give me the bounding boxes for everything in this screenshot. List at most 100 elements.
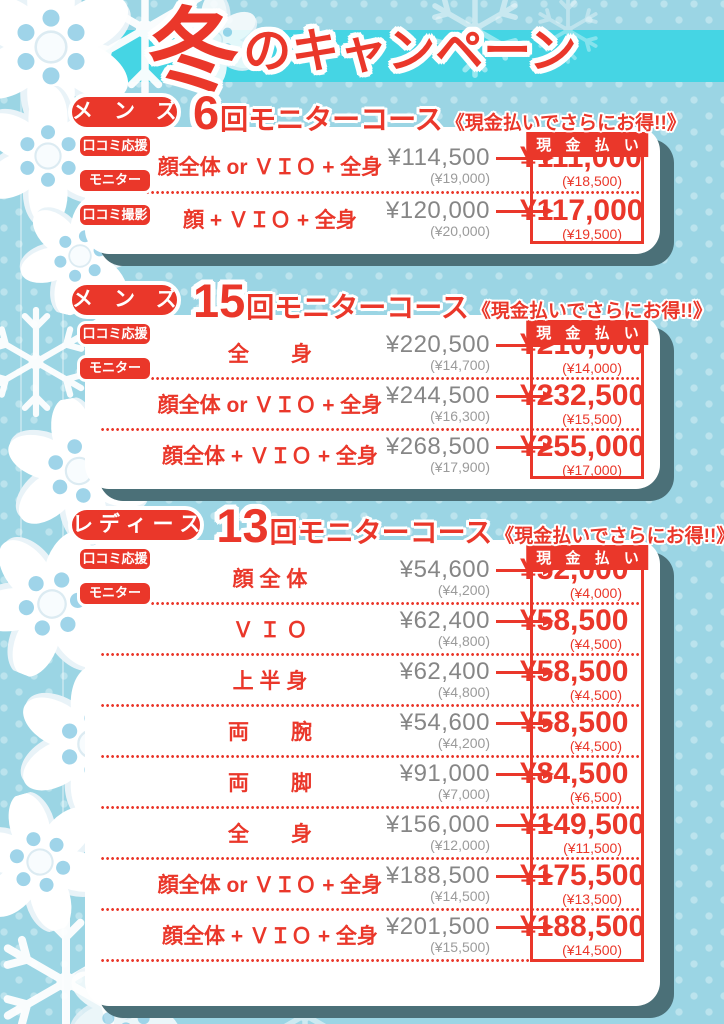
course-name: 上 半 身 (232, 670, 308, 693)
cash-price-unit: (¥13,500) (562, 891, 622, 908)
cash-price-block: ¥84,500 (¥6,500) (520, 758, 632, 806)
regular-price: ¥62,400 (399, 658, 490, 686)
regular-price-unit: (¥4,200) (437, 735, 490, 752)
arrow-icon (490, 391, 554, 401)
regular-price-block: ¥268,500 (¥17,900) (383, 434, 490, 476)
course-count: 6 (193, 85, 220, 139)
cash-price-unit: (¥19,500) (562, 226, 622, 243)
price-row: 顔全体 or ＶＩＯ + 全身 ¥114,500 (¥19,000) ¥111,… (101, 141, 644, 191)
price-row: 顔全体 + ＶＩＯ + 全身 ¥268,500 (¥17,900) ¥255,0… (101, 431, 645, 479)
course-title: 13 回モニターコース 《現金払いでさらにお得!!》 (216, 502, 724, 549)
dotted-divider (101, 959, 644, 962)
price-card: 口コミ応援 モニター 口コミ撮影 現 金 払 い 顔全体 or ＶＩＯ + 全身… (77, 127, 660, 254)
campaign-section-mens-6: メ ン ズ 6 回モニターコース 《現金払いでさらにお得!!》 口コミ応援 モニ… (68, 89, 686, 254)
course-name: 顔 + ＶＩＯ + 全身 (183, 209, 357, 232)
arrow-icon (490, 206, 554, 216)
regular-price: ¥220,500 (385, 331, 490, 359)
cash-price-block: ¥111,000 (¥18,500) (520, 142, 642, 190)
course-name: 顔全体 + ＶＩＯ + 全身 (162, 445, 378, 468)
dotted-divider (101, 653, 644, 656)
cash-price-unit: (¥4,500) (569, 738, 622, 755)
course-name: 顔全体 + ＶＩＯ + 全身 (162, 925, 378, 948)
regular-price-unit: (¥14,700) (430, 357, 490, 374)
promo-badge: 口コミ応援 (77, 546, 153, 573)
promo-badge: モニター (77, 167, 153, 194)
cash-price-unit: (¥14,000) (562, 360, 622, 377)
course-name: 顔 全 体 (232, 568, 308, 591)
arrow-icon (490, 820, 554, 830)
course-name: 全 身 (228, 823, 312, 846)
regular-price: ¥114,500 (387, 144, 490, 172)
course-label: 回モニターコース (220, 103, 443, 135)
regular-price-unit: (¥19,000) (430, 170, 490, 187)
course-title: 15 回モニターコース 《現金払いでさらにお得!!》 (193, 277, 712, 324)
dotted-divider (101, 857, 644, 860)
ornament-thread (62, 0, 64, 1024)
section-header: メ ン ズ 15 回モニターコース 《現金払いでさらにお得!!》 (68, 277, 712, 324)
category-badge: メ ン ズ (68, 93, 181, 131)
cash-price-unit: (¥15,500) (562, 411, 622, 428)
regular-price-block: ¥120,000 (¥20,000) (383, 198, 490, 240)
cash-price-block: ¥175,500 (¥13,500) (520, 860, 645, 908)
regular-price-unit: (¥14,500) (430, 888, 490, 905)
cash-price-unit: (¥4,500) (569, 687, 622, 704)
course-label: 回モニターコース (246, 291, 469, 323)
regular-price: ¥201,500 (385, 913, 490, 941)
dotted-divider (101, 191, 644, 194)
regular-price-block: ¥244,500 (¥16,300) (383, 383, 490, 425)
regular-price-unit: (¥12,000) (430, 837, 490, 854)
dotted-divider (101, 806, 644, 809)
cash-price-block: ¥52,000 (¥4,000) (520, 554, 632, 602)
regular-price-unit: (¥15,500) (430, 939, 490, 956)
promo-badge: 口コミ応援 (77, 133, 153, 160)
price-row: 全 身 ¥220,500 (¥14,700) ¥210,000 (¥14,000… (101, 329, 645, 377)
regular-price-unit: (¥7,000) (437, 786, 490, 803)
cash-price-block: ¥232,500 (¥15,500) (520, 380, 645, 428)
cash-price-unit: (¥4,000) (569, 585, 622, 602)
course-name: Ｖ Ｉ Ｏ (232, 619, 308, 642)
regular-price: ¥54,600 (399, 556, 490, 584)
course-name: 両 腕 (228, 721, 312, 744)
arrow-icon (490, 565, 554, 575)
price-row: 上 半 身 ¥62,400 (¥4,800) ¥58,500 (¥4,500) (101, 656, 644, 704)
course-note: 《現金払いでさらにお得!!》 (495, 525, 724, 547)
regular-price: ¥188,500 (385, 862, 490, 890)
price-row: 全 身 ¥156,000 (¥12,000) ¥149,500 (¥11,500… (101, 809, 645, 857)
arrow-icon (490, 616, 554, 626)
regular-price-block: ¥62,400 (¥4,800) (383, 659, 490, 701)
cash-price-unit: (¥4,500) (569, 636, 622, 653)
course-note: 《現金払いでさらにお得!!》 (445, 112, 686, 134)
dotted-divider (101, 377, 644, 380)
arrow-icon (490, 667, 554, 677)
price-row: 顔全体 or ＶＩＯ + 全身 ¥244,500 (¥16,300) ¥232,… (101, 380, 645, 428)
course-count: 15 (193, 273, 246, 327)
cash-price-block: ¥58,500 (¥4,500) (520, 707, 632, 755)
price-row: Ｖ Ｉ Ｏ ¥62,400 (¥4,800) ¥58,500 (¥4,500) (101, 605, 644, 653)
regular-price-block: ¥156,000 (¥12,000) (383, 812, 490, 854)
promo-badge: 口コミ応援 (77, 321, 153, 348)
regular-price: ¥268,500 (385, 433, 490, 461)
category-badge: レ デ ィ ー ス (68, 506, 205, 544)
arrow-icon (490, 769, 554, 779)
price-row: 顔 全 体 ¥54,600 (¥4,200) ¥52,000 (¥4,000) (101, 554, 644, 602)
regular-price: ¥91,000 (399, 760, 490, 788)
price-row: 顔全体 + ＶＩＯ + 全身 ¥201,500 (¥15,500) ¥188,5… (101, 911, 645, 959)
title-emphasis: 冬 (147, 1, 240, 103)
cash-price-unit: (¥14,500) (562, 942, 622, 959)
course-label: 回モニターコース (269, 516, 493, 548)
regular-price: ¥244,500 (385, 382, 490, 410)
regular-price-unit: (¥20,000) (430, 223, 490, 240)
promo-badge: 口コミ撮影 (77, 201, 153, 228)
course-name: 顔全体 or ＶＩＯ + 全身 (157, 874, 383, 897)
cash-price-unit: (¥17,000) (562, 462, 622, 479)
price-row: 顔全体 or ＶＩＯ + 全身 ¥188,500 (¥14,500) ¥175,… (101, 860, 645, 908)
section-header: メ ン ズ 6 回モニターコース 《現金払いでさらにお得!!》 (68, 89, 686, 136)
dotted-divider (101, 908, 644, 911)
course-name: 両 脚 (228, 772, 312, 795)
regular-price-block: ¥91,000 (¥7,000) (383, 761, 490, 803)
course-name: 顔全体 or ＶＩＯ + 全身 (157, 394, 383, 417)
regular-price-block: ¥114,500 (¥19,000) (383, 145, 490, 187)
regular-price-block: ¥188,500 (¥14,500) (383, 863, 490, 905)
price-row: 両 脚 ¥91,000 (¥7,000) ¥84,500 (¥6,500) (101, 758, 644, 806)
